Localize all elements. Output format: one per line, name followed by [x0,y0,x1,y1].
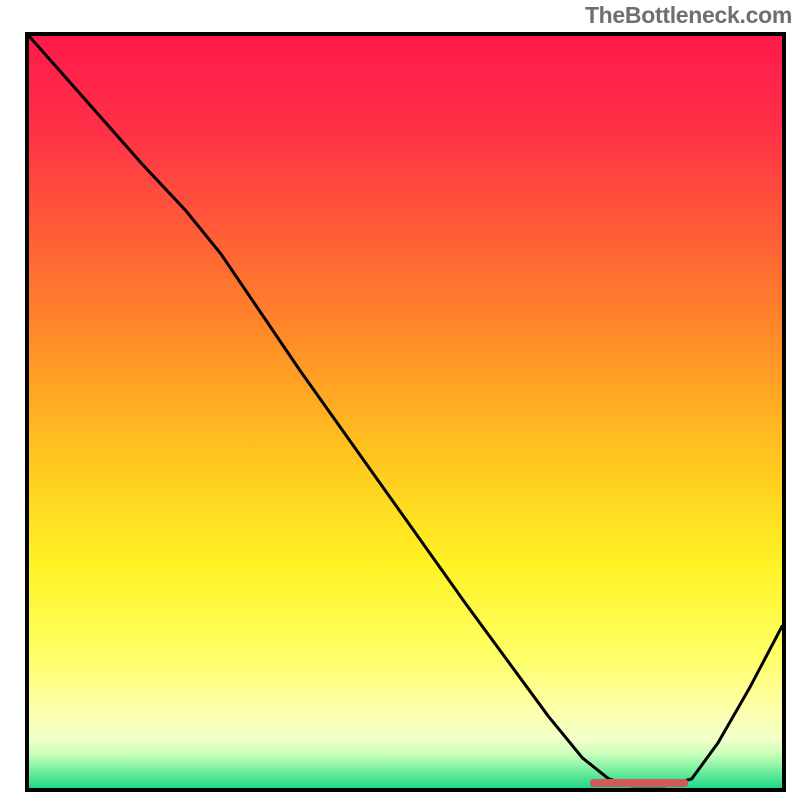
optimal-range-marker [590,779,688,787]
bottleneck-curve [29,36,782,788]
plot-area [25,32,786,792]
chart-container: TheBottleneck.com [0,0,800,800]
watermark-label: TheBottleneck.com [585,2,792,29]
